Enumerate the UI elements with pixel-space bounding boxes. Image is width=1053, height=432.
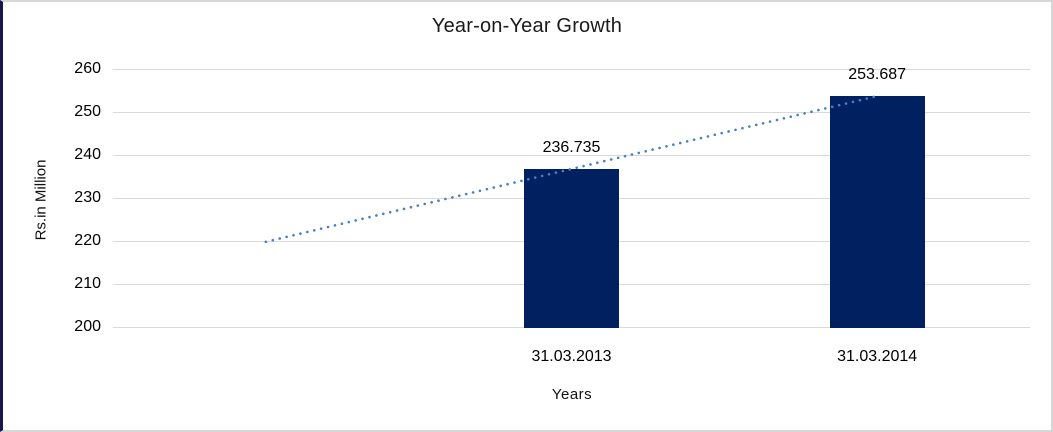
y-tick-label: 200 bbox=[74, 318, 101, 335]
y-tick-label: 260 bbox=[74, 60, 101, 77]
data-label: 236.735 bbox=[542, 139, 601, 157]
chart-title: Year-on-Year Growth bbox=[431, 15, 623, 37]
y-tick-label: 240 bbox=[74, 146, 101, 163]
bar-31.03.2014 bbox=[829, 96, 925, 328]
y-tick-label: 220 bbox=[74, 232, 101, 249]
gridline-260 bbox=[113, 68, 1030, 70]
bar-31.03.2013 bbox=[524, 169, 619, 328]
data-label: 253.687 bbox=[848, 66, 907, 84]
x-axis-title: Years bbox=[551, 386, 593, 403]
x-category-label: 31.03.2014 bbox=[837, 348, 918, 365]
y-tick-label: 230 bbox=[74, 189, 101, 206]
y-tick-label: 210 bbox=[74, 275, 101, 292]
y-tick-label: 250 bbox=[74, 103, 101, 120]
x-category-label: 31.03.2013 bbox=[531, 348, 612, 365]
